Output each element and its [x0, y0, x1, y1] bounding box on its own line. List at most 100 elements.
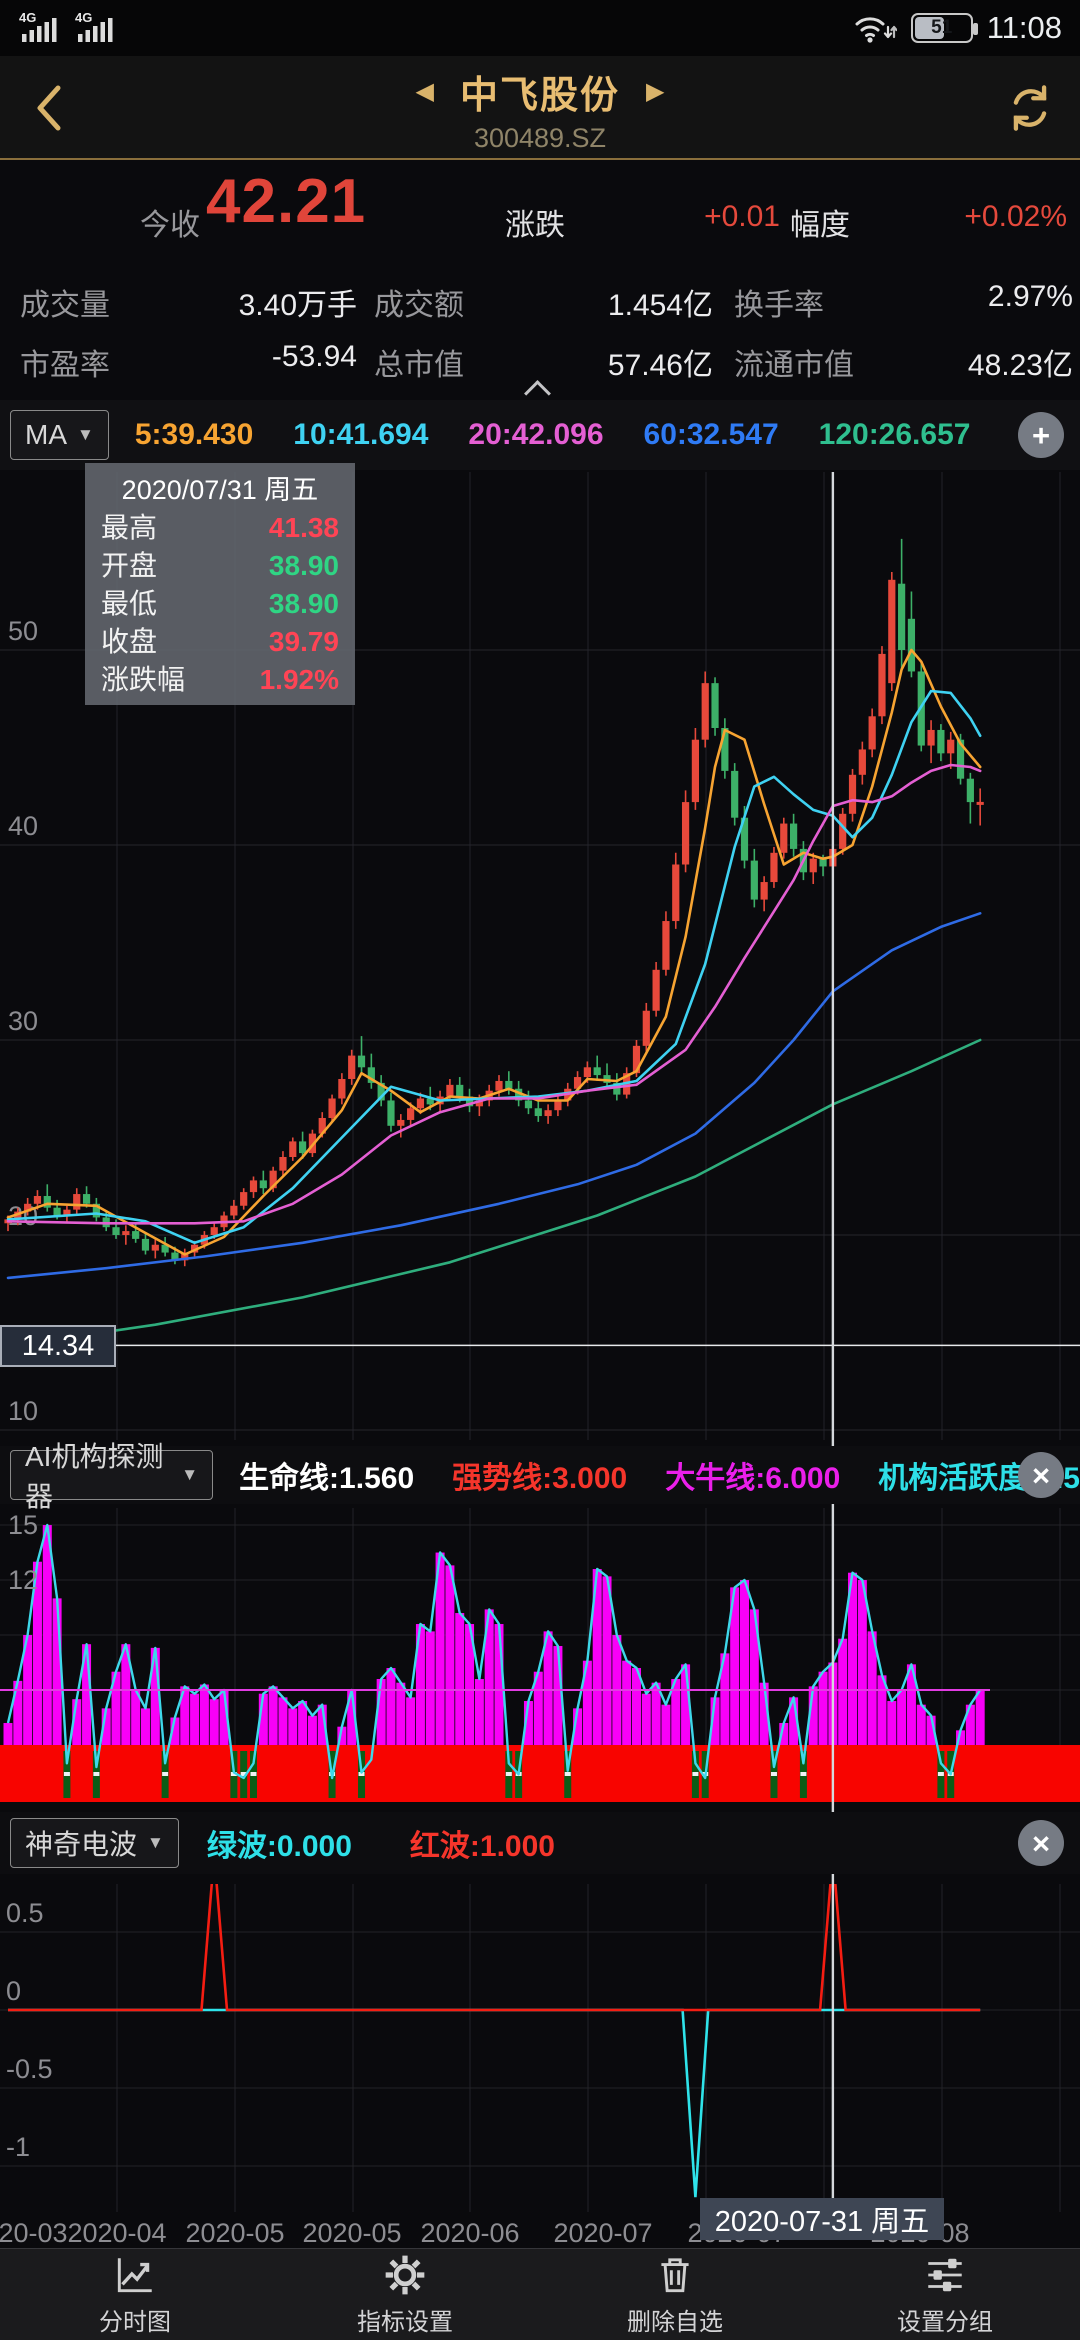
- svg-text:2020-06: 2020-06: [420, 2218, 519, 2248]
- header-center: ◀ 中飞股份 ▶ 300489.SZ: [0, 64, 1080, 154]
- svg-text:2020-05: 2020-05: [302, 2218, 401, 2248]
- signal-4g-icon-1: 4G: [19, 10, 57, 42]
- refresh-button[interactable]: [1004, 82, 1056, 139]
- tooltip-row: 涨跌幅 1.92%: [101, 664, 339, 695]
- svg-text:2020-03: 2020-03: [0, 2218, 68, 2248]
- red-wave-line: [8, 1884, 981, 2012]
- status-right: 51 11:08: [853, 10, 1062, 46]
- svg-text:0: 0: [6, 1976, 21, 2006]
- ai-indicator-values: 生命线:1.560 强势线:3.000 大牛线:6.000 机构活跃度:7.5: [239, 1453, 1080, 1497]
- wave-indicator-value: 绿波:0.000: [206, 1830, 352, 1863]
- change-value: +0.01: [704, 200, 780, 233]
- svg-text:30: 30: [8, 1006, 38, 1036]
- svg-text:15: 15: [8, 1510, 38, 1540]
- signal-4g-icon-2: 4G: [75, 10, 113, 42]
- close-price: 42.21: [206, 167, 367, 236]
- prev-stock-icon[interactable]: ◀: [415, 78, 434, 105]
- trash-icon: [661, 2258, 689, 2293]
- status-left: 4G 4G: [18, 10, 116, 46]
- tooltip-date: 2020/07/31 周五: [121, 475, 319, 505]
- wave-indicator-values: 绿波:0.000 红波:1.000: [207, 1821, 555, 1865]
- nav-item-set-groups[interactable]: 设置分组: [810, 2249, 1080, 2340]
- sliders-icon: [928, 2258, 962, 2292]
- crosshair-price-tag: 14.34: [0, 1325, 116, 1367]
- quote-row: 市盈率 -53.94 总市值 57.46亿 流通市值 48.23亿: [0, 340, 1080, 382]
- ai-indicator-dropdown[interactable]: AI机构探测器 ▼: [10, 1441, 214, 1512]
- next-stock-icon[interactable]: ▶: [646, 78, 665, 105]
- svg-text:50: 50: [8, 616, 38, 646]
- ma-line-MA5: [6, 648, 982, 1256]
- add-indicator-button[interactable]: +: [1018, 412, 1064, 458]
- svg-text:40: 40: [8, 811, 38, 841]
- stock-title: 中飞股份: [459, 75, 620, 117]
- battery-fill: [914, 17, 945, 39]
- quote-label: 换手率: [734, 289, 824, 322]
- close-wave-indicator-button[interactable]: ×: [1018, 1820, 1064, 1866]
- quote-value: 1.454亿: [607, 289, 713, 322]
- quote-value: 2.97%: [987, 280, 1073, 313]
- back-chevron-icon: [37, 85, 61, 131]
- ma-dropdown[interactable]: MA ▼: [10, 410, 109, 460]
- close-label: 今收: [140, 209, 200, 242]
- ma-dropdown-label: MA: [25, 419, 67, 450]
- bottom-nav: 分时图 指标设置 删除自选 设置分组: [0, 2248, 1080, 2340]
- wifi-icon: [855, 17, 897, 43]
- ma-line-MA20: [6, 763, 982, 1225]
- ai-indicator-toolbar: AI机构探测器 ▼ 生命线:1.560 强势线:3.000 大牛线:6.000 机构活…: [0, 1441, 1080, 1512]
- svg-text:10: 10: [8, 1396, 38, 1426]
- nav-label: 分时图: [99, 2309, 171, 2336]
- svg-text:4G: 4G: [75, 10, 92, 25]
- quote-value: 57.46亿: [607, 349, 713, 382]
- svg-text:2020-07: 2020-07: [553, 2218, 652, 2248]
- svg-text:4G: 4G: [19, 10, 36, 25]
- close-ai-indicator-button[interactable]: ×: [1018, 1452, 1064, 1498]
- amplitude-value: +0.02%: [964, 200, 1067, 233]
- quote-value: 48.23亿: [967, 349, 1073, 382]
- candles-layer: [4, 538, 984, 1348]
- wave-indicator-dropdown[interactable]: 神奇电波 ▼: [10, 1818, 179, 1868]
- timeline-chart-icon: [117, 2258, 152, 2293]
- ma-value: 20:42.096: [468, 418, 604, 451]
- ohlc-tooltip: 2020/07/31 周五 最高 41.38 开盘 38.90 最低 38.90 收盘 39.…: [85, 463, 355, 705]
- quote-label: 总市值: [374, 349, 464, 382]
- institution-activity-line: [6, 1523, 982, 1780]
- nav-item-indicator-settings[interactable]: 指标设置: [270, 2249, 540, 2340]
- status-bar: 4G 4G 51: [0, 0, 1080, 56]
- svg-text:2020-05: 2020-05: [185, 2218, 284, 2248]
- wave-indicator-value: 红波:1.000: [409, 1830, 555, 1863]
- tooltip-row: 最低 38.90: [101, 588, 339, 619]
- nav-label: 设置分组: [897, 2309, 993, 2336]
- ma-value: 120:26.657: [818, 418, 971, 451]
- crosshair-date-tag: 2020-07-31 周五: [700, 2198, 944, 2240]
- wave-indicator-name: 神奇电波: [25, 1829, 138, 1860]
- title-bar: ◀ 中飞股份 ▶ 300489.SZ: [0, 56, 1080, 160]
- amplitude-label: 幅度: [790, 209, 850, 242]
- ma-line-MA60: [6, 911, 982, 1280]
- ma-value: 10:41.694: [293, 418, 429, 451]
- change-label: 涨跌: [505, 209, 565, 242]
- nav-label: 删除自选: [627, 2309, 723, 2336]
- quote-value: -53.94: [271, 340, 357, 373]
- refresh-icon: [1013, 85, 1047, 131]
- tooltip-rows: 最高 41.38 开盘 38.90 最低 38.90 收盘 39.79 涨跌幅 1.92%: [101, 509, 339, 699]
- tooltip-row: 最高 41.38: [101, 512, 339, 543]
- tooltip-row: 开盘 38.90: [101, 550, 339, 581]
- ma-value: 60:32.547: [643, 418, 779, 451]
- ma-value: 5:39.430: [134, 418, 254, 451]
- ai-indicator-value: 生命线:1.560: [239, 1462, 415, 1495]
- wave-indicator-toolbar: 神奇电波 ▼ 绿波:0.000 红波:1.000 ×: [0, 1812, 1080, 1874]
- quote-label: 成交额: [374, 289, 464, 322]
- nav-item-timeline[interactable]: 分时图: [0, 2249, 270, 2340]
- ma-line-MA10: [6, 689, 982, 1245]
- chevron-down-icon: ▼: [147, 1833, 164, 1852]
- svg-text:0.5: 0.5: [6, 1898, 44, 1928]
- ai-indicator-value: 大牛线:6.000: [665, 1462, 841, 1495]
- nav-label: 指标设置: [357, 2309, 453, 2336]
- nav-item-delete-watchlist[interactable]: 删除自选: [540, 2249, 810, 2340]
- quote-label: 市盈率: [20, 349, 110, 382]
- quote-label: 流通市值: [734, 349, 854, 382]
- back-button[interactable]: [28, 80, 68, 141]
